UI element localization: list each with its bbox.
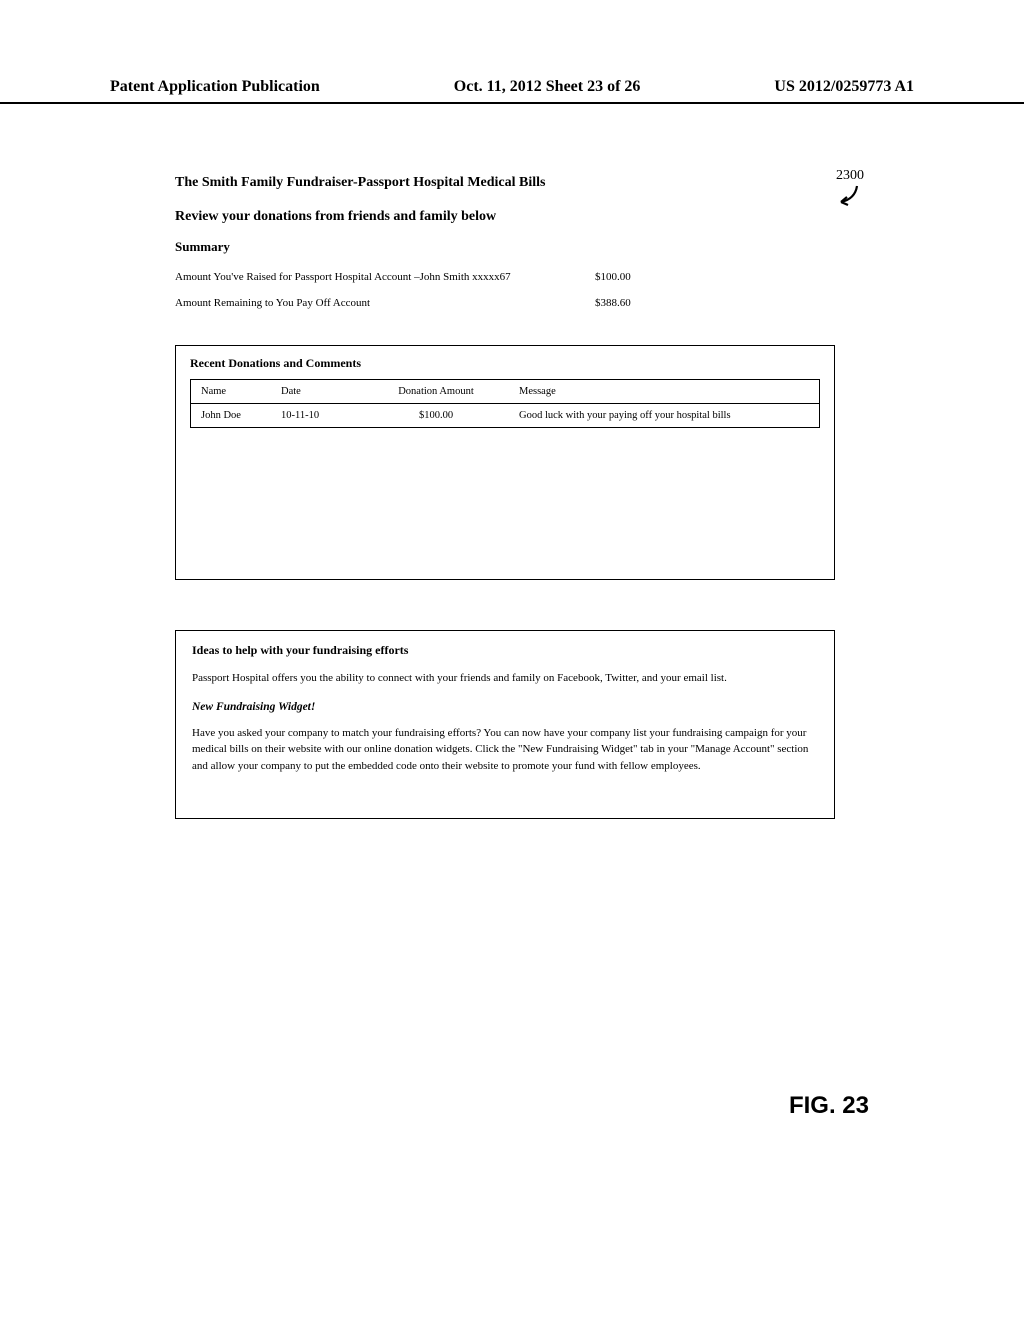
cell-date: 10-11-10: [281, 410, 371, 421]
col-amount: Donation Amount: [371, 386, 501, 397]
donations-title: Recent Donations and Comments: [190, 356, 820, 371]
widget-heading: New Fundraising Widget!: [192, 701, 818, 713]
ideas-panel: Ideas to help with your fundraising effo…: [175, 630, 835, 819]
summary-value: $100.00: [595, 271, 675, 283]
summary-label: Amount You've Raised for Passport Hospit…: [175, 271, 595, 283]
cell-name: John Doe: [201, 410, 281, 421]
col-name: Name: [201, 386, 281, 397]
header-right: US 2012/0259773 A1: [774, 78, 914, 96]
reference-arrow-icon: [835, 185, 861, 212]
summary-value: $388.60: [595, 297, 675, 309]
figure-content: The Smith Family Fundraiser-Passport Hos…: [175, 175, 835, 819]
figure-label: FIG. 23: [789, 1092, 869, 1120]
summary-row: Amount Remaining to You Pay Off Account …: [175, 297, 835, 309]
header-center: Oct. 11, 2012 Sheet 23 of 26: [454, 78, 641, 96]
summary-heading: Summary: [175, 239, 835, 255]
table-header-row: Name Date Donation Amount Message: [191, 380, 819, 404]
table-row: John Doe 10-11-10 $100.00 Good luck with…: [191, 404, 819, 427]
summary-label: Amount Remaining to You Pay Off Account: [175, 297, 595, 309]
reference-number: 2300: [836, 168, 864, 184]
ideas-intro: Passport Hospital offers you the ability…: [192, 670, 818, 687]
col-message: Message: [501, 386, 809, 397]
page-header: Patent Application Publication Oct. 11, …: [0, 78, 1024, 104]
fundraiser-title: The Smith Family Fundraiser-Passport Hos…: [175, 175, 835, 191]
col-date: Date: [281, 386, 371, 397]
donations-table: Name Date Donation Amount Message John D…: [190, 379, 820, 428]
header-left: Patent Application Publication: [110, 78, 320, 96]
widget-text: Have you asked your company to match you…: [192, 725, 818, 775]
ideas-title: Ideas to help with your fundraising effo…: [192, 643, 818, 658]
donations-panel: Recent Donations and Comments Name Date …: [175, 345, 835, 580]
cell-amount: $100.00: [371, 410, 501, 421]
summary-row: Amount You've Raised for Passport Hospit…: [175, 271, 835, 283]
cell-message: Good luck with your paying off your hosp…: [501, 410, 809, 421]
fundraiser-subtitle: Review your donations from friends and f…: [175, 209, 835, 225]
